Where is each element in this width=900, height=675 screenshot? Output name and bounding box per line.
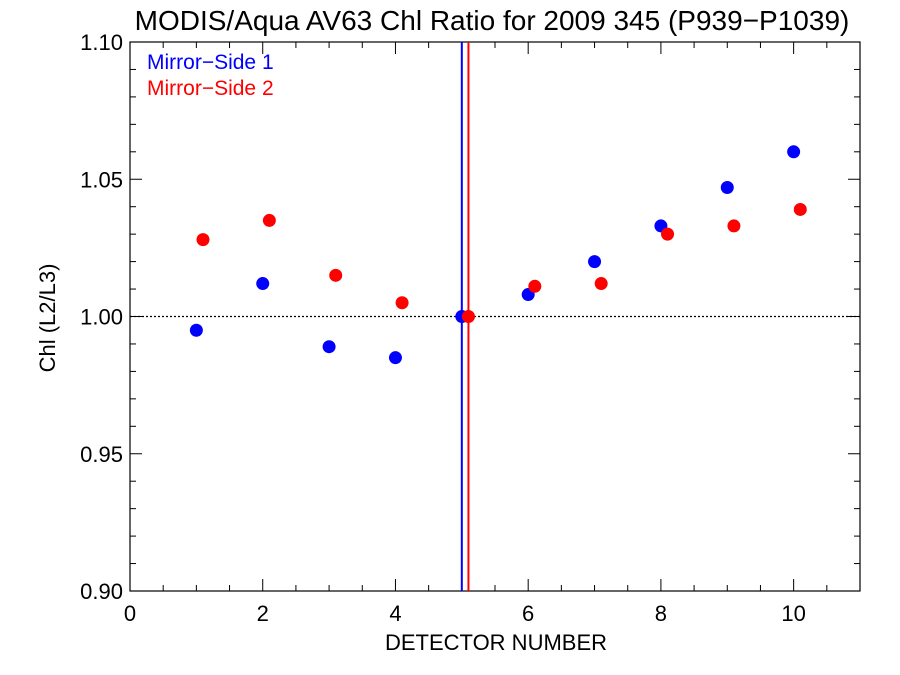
data-point (262, 213, 276, 227)
data-point (388, 351, 402, 365)
x-tick-label: 2 (257, 601, 269, 626)
data-point (196, 233, 210, 247)
y-tick-label: 1.00 (80, 305, 123, 330)
x-axis-label: DETECTOR NUMBER (385, 630, 607, 655)
legend-entry: Mirror−Side 1 (147, 51, 274, 74)
data-point (661, 227, 675, 241)
data-point (329, 268, 343, 282)
legend: Mirror−Side 1 Mirror−Side 2 (147, 51, 274, 100)
x-tick-label: 4 (389, 601, 401, 626)
legend-entry: Mirror−Side 2 (147, 77, 274, 100)
data-point (720, 180, 734, 194)
data-point (528, 279, 542, 293)
y-axis-label: Chl (L2/L3) (35, 264, 60, 373)
data-point (727, 219, 741, 233)
y-tick-label: 1.05 (80, 167, 123, 192)
y-tick-label: 1.10 (80, 30, 123, 55)
x-tick-label: 0 (124, 601, 136, 626)
data-point (256, 277, 270, 291)
data-point (395, 296, 409, 310)
x-tick-label: 10 (781, 601, 805, 626)
chart-title: MODIS/Aqua AV63 Chl Ratio for 2009 345 (… (135, 5, 850, 36)
data-point (588, 255, 602, 269)
data-point (189, 323, 203, 337)
data-point (787, 145, 801, 159)
x-tick-label: 6 (522, 601, 534, 626)
plot-area: 0 2 4 6 8 10 0.90 0.95 1.00 1.05 1.10 (80, 30, 861, 626)
y-tick-label: 0.95 (80, 442, 123, 467)
data-point (594, 277, 608, 291)
data-point (793, 202, 807, 216)
y-tick-label: 0.90 (80, 579, 123, 604)
x-tick-label: 8 (655, 601, 667, 626)
data-point (461, 310, 475, 323)
data-point (322, 340, 336, 354)
